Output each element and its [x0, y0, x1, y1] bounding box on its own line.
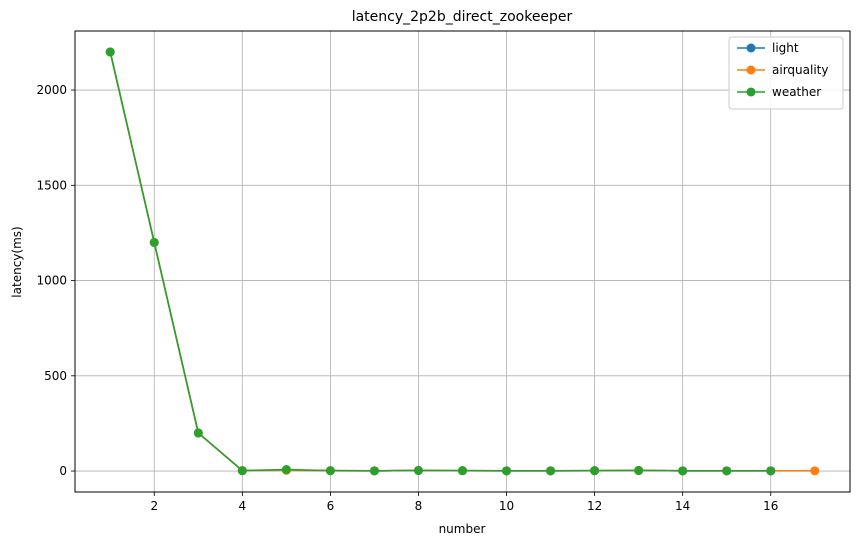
plot-frame [74, 30, 851, 493]
data-point-weather [546, 466, 556, 476]
legend-label: light [772, 41, 799, 55]
data-point-weather [634, 465, 644, 475]
legend-label: weather [772, 85, 821, 99]
y-tick-label: 0 [59, 464, 67, 478]
data-point-weather [193, 428, 203, 438]
data-point-weather [281, 465, 291, 475]
data-point-weather [237, 466, 247, 476]
chart-title: latency_2p2b_direct_zookeeper [352, 9, 573, 25]
legend-box [728, 36, 844, 110]
legend-marker [746, 65, 756, 75]
x-tick-label: 8 [415, 499, 423, 513]
legend-marker [746, 87, 756, 97]
x-tick-label: 14 [675, 499, 690, 513]
y-axis-label: latency(ms) [10, 226, 24, 297]
data-point-weather [766, 466, 776, 476]
x-axis-label: number [439, 522, 486, 536]
x-tick-label: 4 [239, 499, 247, 513]
legend-label: airquality [772, 63, 828, 77]
y-tick-label: 1500 [36, 178, 67, 192]
x-tick-label: 6 [327, 499, 335, 513]
series-line-weather [109, 51, 771, 472]
series-lines [105, 47, 820, 476]
data-point-weather [369, 466, 379, 476]
legend-marker [746, 43, 756, 53]
data-point-weather [325, 466, 335, 476]
data-point-weather [722, 466, 732, 476]
legend: light airquality weather [728, 36, 844, 110]
x-tick-label: 2 [150, 499, 158, 513]
y-ticks: 0 500 1000 1500 2000 [36, 83, 75, 478]
data-point-weather [105, 47, 115, 57]
data-point-weather [149, 237, 159, 247]
x-tick-label: 12 [587, 499, 602, 513]
data-point-weather [413, 465, 423, 475]
data-point-weather [590, 466, 600, 476]
data-point-weather [502, 466, 512, 476]
x-ticks: 2 4 6 8 10 12 14 16 [150, 492, 778, 513]
series-weather [105, 47, 776, 476]
data-point-airquality [810, 466, 820, 476]
data-point-weather [458, 466, 467, 476]
y-tick-label: 1000 [36, 274, 67, 288]
data-point-weather [678, 466, 688, 476]
x-tick-label: 16 [763, 499, 778, 513]
x-tick-label: 10 [499, 499, 514, 513]
y-tick-label: 2000 [36, 83, 67, 97]
y-tick-label: 500 [44, 369, 67, 383]
